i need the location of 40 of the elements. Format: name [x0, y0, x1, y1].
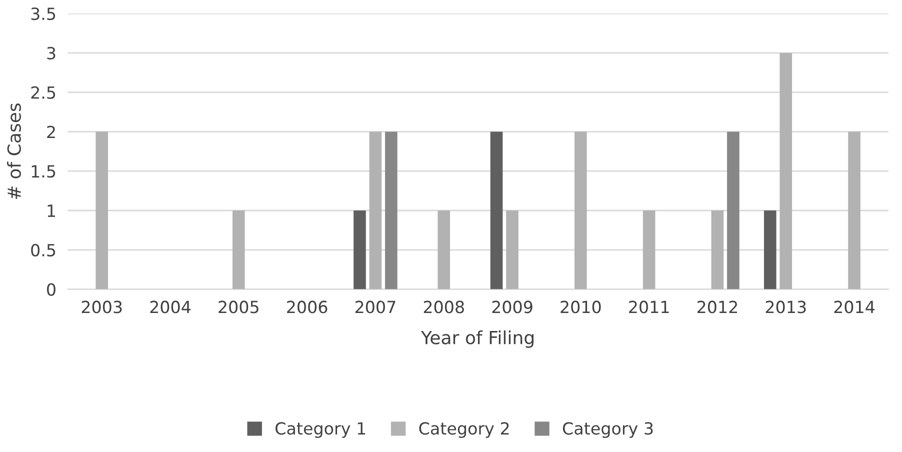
legend-label: Category 1 [276, 422, 366, 438]
x-tick-label: 2008 [424, 300, 464, 314]
y-tick-label: 0 [47, 283, 56, 296]
y-tick-label: 0.5 [31, 244, 56, 256]
bar [506, 210, 518, 290]
x-axis-title: Year of Filing [420, 330, 534, 348]
bar [96, 132, 108, 290]
y-tick-label: 3 [47, 46, 56, 60]
y-tick-label: 1.5 [32, 165, 56, 178]
bar [711, 210, 724, 290]
x-tick-label: 2007 [355, 300, 396, 314]
y-axis-title: # of Cases [7, 104, 21, 199]
y-tick-label: 2.5 [31, 86, 56, 99]
y-tick-label: 1 [48, 204, 55, 217]
legend-label: Category 3 [562, 422, 653, 438]
x-tick-label: 2009 [492, 300, 532, 314]
x-tick-label: 2012 [697, 300, 738, 314]
x-tick-label: 2010 [560, 300, 601, 314]
bar [490, 132, 503, 290]
bar [848, 132, 860, 290]
bar [642, 210, 656, 290]
x-tick-label: 2011 [629, 300, 669, 314]
bar [574, 132, 587, 290]
x-tick-label: 2004 [150, 300, 191, 314]
x-tick-label: 2006 [287, 300, 328, 314]
bar [369, 132, 382, 290]
x-tick-label: 2005 [218, 300, 258, 314]
y-tick-label: 2 [47, 126, 55, 138]
x-tick-label: 2003 [82, 300, 122, 314]
bar [385, 132, 398, 290]
y-tick-label: 3.5 [31, 8, 56, 20]
bar [354, 210, 366, 290]
bar [232, 210, 245, 290]
bar [727, 132, 740, 290]
bar [780, 52, 792, 290]
legend-label: Category 2 [419, 422, 509, 438]
bar [438, 210, 450, 290]
x-tick-label: 2013 [766, 300, 806, 314]
x-tick-label: 2014 [834, 300, 875, 314]
bar [764, 210, 776, 290]
